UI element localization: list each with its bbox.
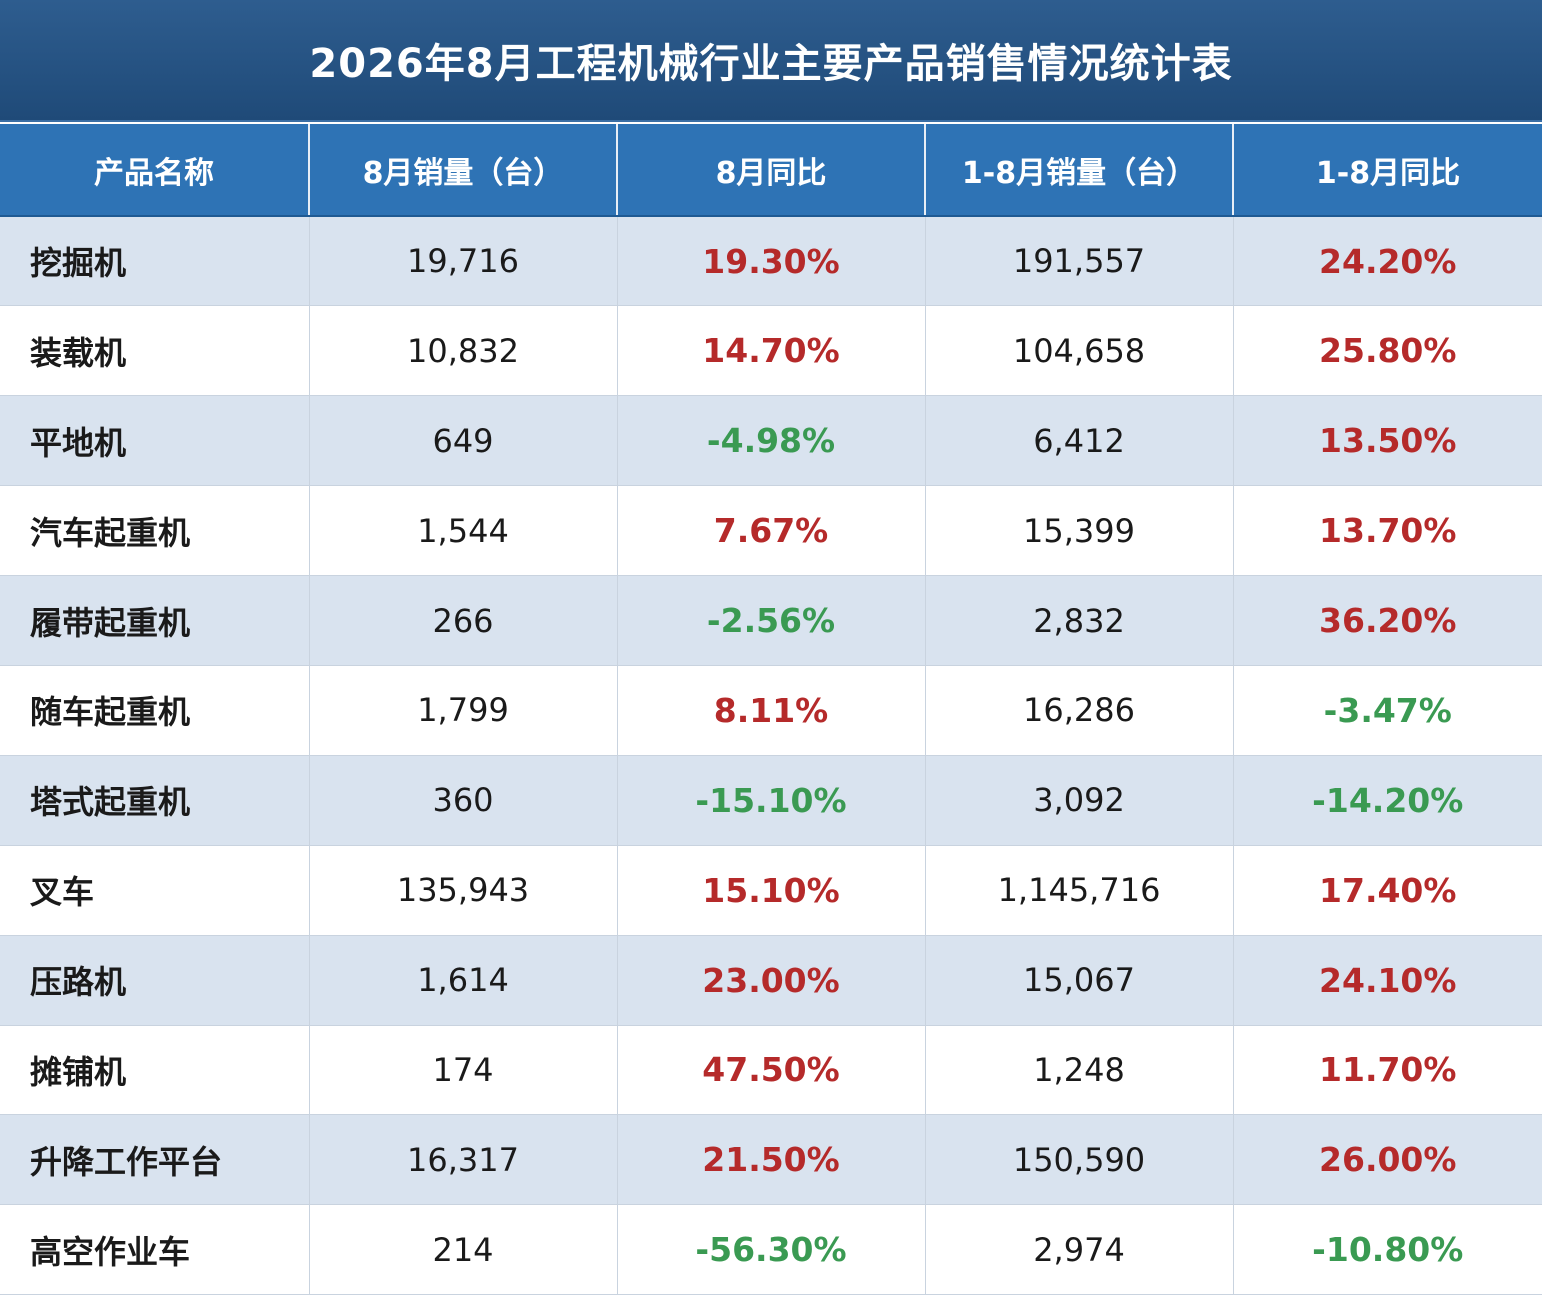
table-row: 叉车 135,943 15.10% 1,145,716 17.40% — [0, 845, 1542, 936]
table-header: 产品名称 8月销量（台） 8月同比 1-8月销量（台） 1-8月同比 — [0, 124, 1542, 217]
product-name-cell: 塔式起重机 — [0, 755, 310, 846]
aug-sales-cell: 10,832 — [309, 305, 618, 397]
product-name-cell: 摊铺机 — [0, 1025, 310, 1116]
header-product-name: 产品名称 — [0, 124, 310, 217]
aug-sales-cell: 16,317 — [309, 1114, 618, 1206]
product-name-cell: 随车起重机 — [0, 665, 310, 756]
product-name-cell: 汽车起重机 — [0, 485, 310, 577]
product-name-cell: 平地机 — [0, 395, 310, 487]
ytd-sales-cell: 16,286 — [925, 665, 1234, 756]
ytd-sales-cell: 104,658 — [925, 305, 1234, 397]
ytd-sales-cell: 1,145,716 — [925, 845, 1234, 936]
product-name-cell: 叉车 — [0, 845, 310, 936]
ytd-sales-cell: 2,974 — [925, 1204, 1234, 1296]
table-row: 随车起重机 1,799 8.11% 16,286 -3.47% — [0, 665, 1542, 756]
ytd-yoy-cell: 11.70% — [1233, 1025, 1542, 1116]
table-row: 升降工作平台 16,317 21.50% 150,590 26.00% — [0, 1114, 1542, 1206]
ytd-sales-cell: 15,067 — [925, 935, 1234, 1026]
ytd-yoy-cell: -14.20% — [1233, 755, 1542, 846]
aug-yoy-cell: 7.67% — [617, 485, 926, 577]
aug-sales-cell: 1,544 — [309, 485, 618, 577]
header-aug-sales: 8月销量（台） — [309, 124, 618, 217]
ytd-yoy-cell: 26.00% — [1233, 1114, 1542, 1206]
aug-yoy-cell: 14.70% — [617, 305, 926, 397]
product-name-cell: 履带起重机 — [0, 575, 310, 666]
header-aug-yoy: 8月同比 — [617, 124, 926, 217]
aug-yoy-cell: -15.10% — [617, 755, 926, 846]
aug-sales-cell: 360 — [309, 755, 618, 846]
ytd-yoy-cell: 36.20% — [1233, 575, 1542, 666]
product-name-cell: 高空作业车 — [0, 1204, 310, 1296]
header-ytd-sales: 1-8月销量（台） — [925, 124, 1234, 217]
header-ytd-yoy: 1-8月同比 — [1233, 124, 1542, 217]
ytd-sales-cell: 150,590 — [925, 1114, 1234, 1206]
aug-yoy-cell: 23.00% — [617, 935, 926, 1026]
table-row: 压路机 1,614 23.00% 15,067 24.10% — [0, 935, 1542, 1026]
product-name-cell: 挖掘机 — [0, 216, 310, 307]
ytd-yoy-cell: 13.50% — [1233, 395, 1542, 487]
aug-sales-cell: 174 — [309, 1025, 618, 1116]
table-row: 塔式起重机 360 -15.10% 3,092 -14.20% — [0, 755, 1542, 846]
aug-sales-cell: 1,614 — [309, 935, 618, 1026]
ytd-sales-cell: 2,832 — [925, 575, 1234, 666]
aug-sales-cell: 19,716 — [309, 216, 618, 307]
ytd-yoy-cell: 25.80% — [1233, 305, 1542, 397]
aug-sales-cell: 649 — [309, 395, 618, 487]
product-name-cell: 压路机 — [0, 935, 310, 1026]
title-bar: 2026年8月工程机械行业主要产品销售情况统计表 — [0, 0, 1542, 122]
table-row: 挖掘机 19,716 19.30% 191,557 24.20% — [0, 216, 1542, 307]
aug-sales-cell: 135,943 — [309, 845, 618, 936]
sales-table: 产品名称 8月销量（台） 8月同比 1-8月销量（台） 1-8月同比 挖掘机 19… — [0, 124, 1542, 1296]
ytd-sales-cell: 1,248 — [925, 1025, 1234, 1116]
ytd-sales-cell: 15,399 — [925, 485, 1234, 577]
ytd-yoy-cell: 13.70% — [1233, 485, 1542, 577]
aug-yoy-cell: -4.98% — [617, 395, 926, 487]
page-title: 2026年8月工程机械行业主要产品销售情况统计表 — [309, 41, 1233, 87]
aug-yoy-cell: 21.50% — [617, 1114, 926, 1206]
ytd-yoy-cell: 17.40% — [1233, 845, 1542, 936]
table-row: 摊铺机 174 47.50% 1,248 11.70% — [0, 1025, 1542, 1116]
product-name-cell: 装载机 — [0, 305, 310, 397]
table-row: 汽车起重机 1,544 7.67% 15,399 13.70% — [0, 485, 1542, 577]
aug-sales-cell: 1,799 — [309, 665, 618, 756]
table-row: 高空作业车 214 -56.30% 2,974 -10.80% — [0, 1204, 1542, 1296]
table-row: 平地机 649 -4.98% 6,412 13.50% — [0, 395, 1542, 487]
aug-yoy-cell: 15.10% — [617, 845, 926, 936]
aug-yoy-cell: -56.30% — [617, 1204, 926, 1296]
ytd-sales-cell: 3,092 — [925, 755, 1234, 846]
aug-sales-cell: 214 — [309, 1204, 618, 1296]
ytd-yoy-cell: 24.10% — [1233, 935, 1542, 1026]
product-name-cell: 升降工作平台 — [0, 1114, 310, 1206]
table-body: 挖掘机 19,716 19.30% 191,557 24.20% 装载机 10,832 14.… — [0, 216, 1542, 1296]
ytd-sales-cell: 6,412 — [925, 395, 1234, 487]
table-row: 履带起重机 266 -2.56% 2,832 36.20% — [0, 575, 1542, 666]
ytd-yoy-cell: -10.80% — [1233, 1204, 1542, 1296]
table-row: 装载机 10,832 14.70% 104,658 25.80% — [0, 305, 1542, 397]
aug-yoy-cell: -2.56% — [617, 575, 926, 666]
ytd-sales-cell: 191,557 — [925, 216, 1234, 307]
aug-yoy-cell: 19.30% — [617, 216, 926, 307]
ytd-yoy-cell: 24.20% — [1233, 216, 1542, 307]
aug-yoy-cell: 8.11% — [617, 665, 926, 756]
aug-sales-cell: 266 — [309, 575, 618, 666]
header-row: 产品名称 8月销量（台） 8月同比 1-8月销量（台） 1-8月同比 — [0, 124, 1542, 217]
ytd-yoy-cell: -3.47% — [1233, 665, 1542, 756]
aug-yoy-cell: 47.50% — [617, 1025, 926, 1116]
